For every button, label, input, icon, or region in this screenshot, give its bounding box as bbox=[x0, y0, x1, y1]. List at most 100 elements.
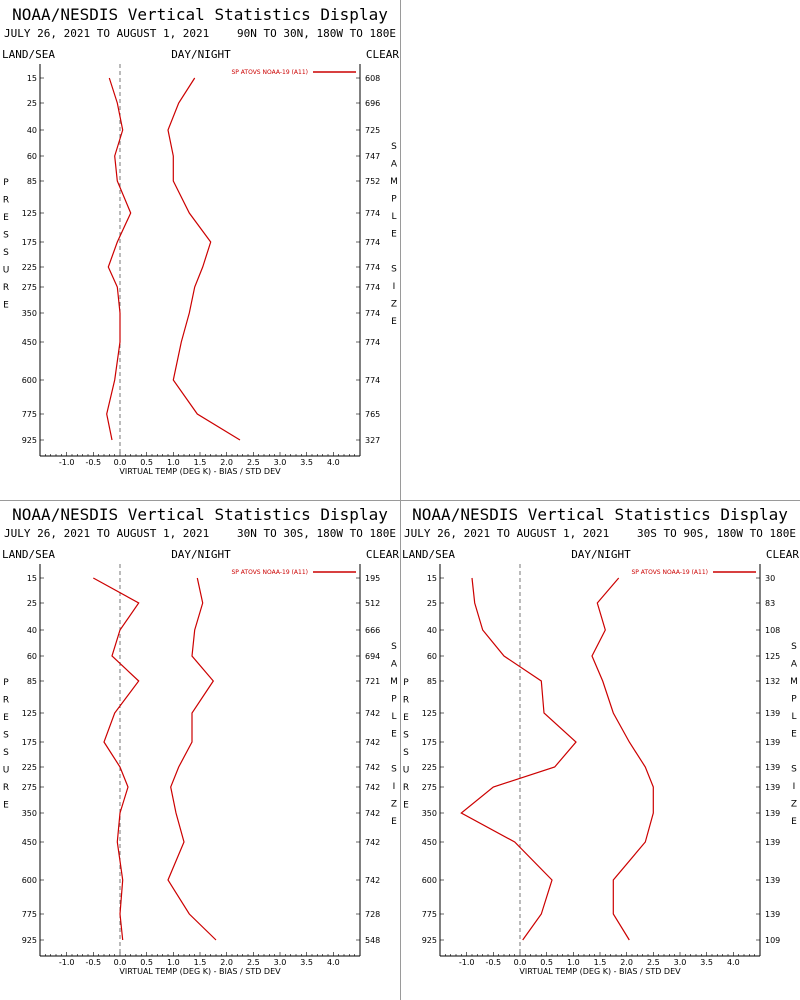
right-axis-label-letter: Z bbox=[391, 300, 397, 310]
x-axis-label: VIRTUAL TEMP (DEG K) - BIAS / STD DEV bbox=[119, 467, 281, 476]
sample-size-label: 774 bbox=[365, 376, 380, 385]
chart-panel-north: NOAA/NESDIS Vertical Statistics Display J… bbox=[0, 0, 400, 500]
right-axis-label-letter: E bbox=[391, 230, 397, 240]
right-axis-label-letter: S bbox=[791, 642, 797, 652]
bias-series-line bbox=[106, 77, 132, 441]
land-sea-header: LAND/SEA bbox=[402, 548, 455, 561]
pressure-level-label: 925 bbox=[422, 936, 437, 945]
right-axis-label-letter: E bbox=[391, 730, 397, 740]
sample-size-label: 30 bbox=[765, 574, 775, 583]
sample-size-label: 774 bbox=[365, 338, 380, 347]
x-tick-label: -0.5 bbox=[86, 958, 102, 967]
x-axis-label: VIRTUAL TEMP (DEG K) - BIAS / STD DEV bbox=[519, 967, 681, 976]
pressure-level-label: 85 bbox=[27, 177, 37, 186]
pressure-level-label: 15 bbox=[427, 574, 437, 583]
sample-size-label: 725 bbox=[365, 126, 380, 135]
right-axis-label-letter: I bbox=[793, 782, 796, 792]
x-tick-label: 0.0 bbox=[114, 458, 127, 467]
chart-svg: NOAA/NESDIS Vertical Statistics Display J… bbox=[2, 505, 399, 976]
pressure-level-label: 85 bbox=[27, 677, 37, 686]
legend-label: SP ATOVS NOAA-19 (A11) bbox=[631, 569, 708, 576]
y-axis-label-letter: U bbox=[3, 766, 10, 776]
chart-panel-south: NOAA/NESDIS Vertical Statistics Display J… bbox=[400, 500, 800, 1000]
right-axis-label-letter: Z bbox=[391, 800, 397, 810]
y-axis-label-letter: R bbox=[3, 283, 9, 293]
right-axis-label-letter: M bbox=[390, 677, 398, 687]
x-tick-label: -1.0 bbox=[59, 958, 75, 967]
pressure-level-label: 600 bbox=[422, 876, 437, 885]
right-axis-label-letter: E bbox=[391, 817, 397, 827]
right-axis-label-letter: A bbox=[391, 660, 398, 670]
x-tick-label: 1.0 bbox=[167, 458, 180, 467]
y-axis-label-letter: E bbox=[3, 713, 9, 723]
sample-size-label: 132 bbox=[765, 677, 780, 686]
std-dev-series-line bbox=[167, 577, 217, 941]
right-axis-label-letter: P bbox=[391, 695, 397, 705]
sample-size-label: 742 bbox=[365, 838, 380, 847]
sample-size-label: 742 bbox=[365, 763, 380, 772]
x-tick-label: 3.5 bbox=[700, 958, 713, 967]
sample-size-label: 696 bbox=[365, 99, 380, 108]
y-axis-label-letter: S bbox=[3, 748, 9, 758]
y-axis-label-letter: R bbox=[403, 783, 409, 793]
sample-size-label: 774 bbox=[365, 309, 380, 318]
x-tick-label: 0.5 bbox=[140, 958, 153, 967]
sample-size-label: 742 bbox=[365, 709, 380, 718]
pressure-level-label: 450 bbox=[22, 338, 37, 347]
x-tick-label: 1.0 bbox=[167, 958, 180, 967]
pressure-level-label: 450 bbox=[422, 838, 437, 847]
bias-series-line bbox=[93, 577, 140, 941]
y-axis-label-letter: E bbox=[403, 713, 409, 723]
sample-size-label: 139 bbox=[765, 838, 780, 847]
pressure-level-label: 175 bbox=[22, 738, 37, 747]
sample-size-label: 666 bbox=[365, 626, 380, 635]
x-tick-label: -1.0 bbox=[459, 958, 475, 967]
y-axis-label-letter: P bbox=[403, 678, 409, 688]
sample-size-label: 327 bbox=[365, 436, 380, 445]
x-axis-label: VIRTUAL TEMP (DEG K) - BIAS / STD DEV bbox=[119, 967, 281, 976]
date-range: JULY 26, 2021 TO AUGUST 1, 2021 bbox=[404, 527, 609, 540]
pressure-level-label: 60 bbox=[27, 652, 37, 661]
sample-size-label: 694 bbox=[365, 652, 380, 661]
x-tick-label: 3.5 bbox=[300, 958, 313, 967]
sample-size-label: 742 bbox=[365, 738, 380, 747]
x-tick-label: 0.0 bbox=[114, 958, 127, 967]
pressure-level-label: 275 bbox=[422, 783, 437, 792]
clear-header: CLEAR bbox=[366, 48, 399, 61]
right-axis-label-letter: E bbox=[391, 317, 397, 327]
y-axis-label-letter: E bbox=[3, 801, 9, 811]
x-tick-label: 4.0 bbox=[727, 958, 740, 967]
pressure-level-label: 40 bbox=[27, 626, 37, 635]
pressure-level-label: 600 bbox=[22, 876, 37, 885]
sample-size-label: 108 bbox=[765, 626, 780, 635]
x-tick-label: 0.5 bbox=[140, 458, 153, 467]
x-tick-label: 2.5 bbox=[647, 958, 660, 967]
sample-size-label: 512 bbox=[365, 599, 380, 608]
sample-size-label: 139 bbox=[765, 763, 780, 772]
pressure-level-label: 925 bbox=[22, 436, 37, 445]
pressure-level-label: 15 bbox=[27, 74, 37, 83]
pressure-level-label: 125 bbox=[22, 709, 37, 718]
pressure-level-label: 350 bbox=[22, 309, 37, 318]
region-label: 30S TO 90S, 180W TO 180E bbox=[637, 527, 796, 540]
pressure-level-label: 25 bbox=[27, 599, 37, 608]
sample-size-label: 608 bbox=[365, 74, 380, 83]
right-axis-label-letter: L bbox=[391, 712, 396, 722]
right-axis-label-letter: A bbox=[391, 160, 398, 170]
x-tick-label: 2.0 bbox=[220, 458, 233, 467]
sample-size-label: 139 bbox=[765, 809, 780, 818]
sample-size-label: 139 bbox=[765, 783, 780, 792]
date-range: JULY 26, 2021 TO AUGUST 1, 2021 bbox=[4, 27, 209, 40]
pressure-level-label: 225 bbox=[22, 263, 37, 272]
right-axis-label-letter: L bbox=[791, 712, 796, 722]
pressure-level-label: 775 bbox=[22, 910, 37, 919]
y-axis-label-letter: U bbox=[3, 266, 10, 276]
x-tick-label: -0.5 bbox=[86, 458, 102, 467]
x-tick-label: -0.5 bbox=[486, 958, 502, 967]
pressure-level-label: 275 bbox=[22, 283, 37, 292]
right-axis-label-letter: I bbox=[393, 782, 396, 792]
y-axis-label-letter: P bbox=[3, 178, 9, 188]
sample-size-label: 139 bbox=[765, 910, 780, 919]
sample-size-label: 765 bbox=[365, 410, 380, 419]
std-dev-series-line bbox=[591, 577, 654, 941]
